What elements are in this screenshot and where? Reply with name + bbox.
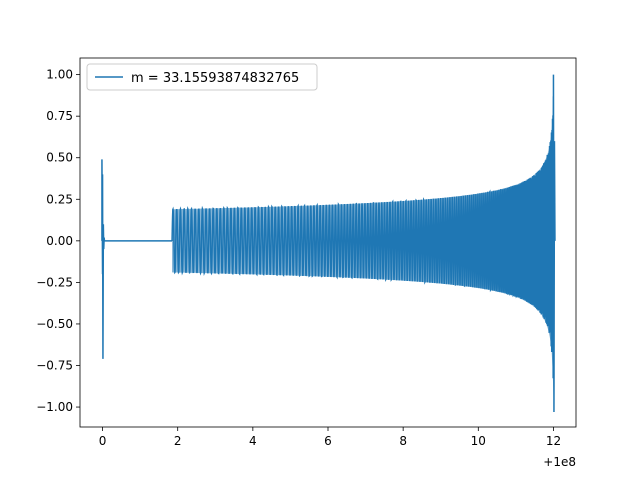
y-tick-label: 0.50 (46, 151, 73, 165)
y-tick-label: −0.50 (36, 317, 73, 331)
y-tick-label: 1.00 (46, 68, 73, 82)
series-line (101, 74, 556, 413)
y-axis: −1.00 −0.75 −0.50 −0.25 0.00 0.25 0.50 0.75 1.00 (36, 68, 80, 414)
x-axis: 0 2 4 6 8 10 12 (99, 427, 561, 448)
y-tick-label: 0.75 (46, 109, 73, 123)
y-tick-label: 0.25 (46, 192, 73, 206)
y-tick-label: −1.00 (36, 400, 73, 414)
x-tick-label: 4 (249, 434, 257, 448)
x-tick-label: 10 (471, 434, 486, 448)
x-offset-label: +1e8 (543, 455, 576, 469)
y-tick-label: 0.00 (46, 234, 73, 248)
legend-entry: m = 33.15593874832765 (131, 71, 299, 86)
legend-box (86, 63, 318, 91)
x-tick-label: 0 (99, 434, 107, 448)
x-tick-label: 2 (174, 434, 182, 448)
legend: m = 33.15593874832765 (86, 63, 318, 91)
x-tick-label: 8 (399, 434, 407, 448)
x-tick-label: 6 (324, 434, 332, 448)
x-tick-label: 12 (546, 434, 561, 448)
y-tick-label: −0.25 (36, 275, 73, 289)
y-tick-label: −0.75 (36, 359, 73, 373)
